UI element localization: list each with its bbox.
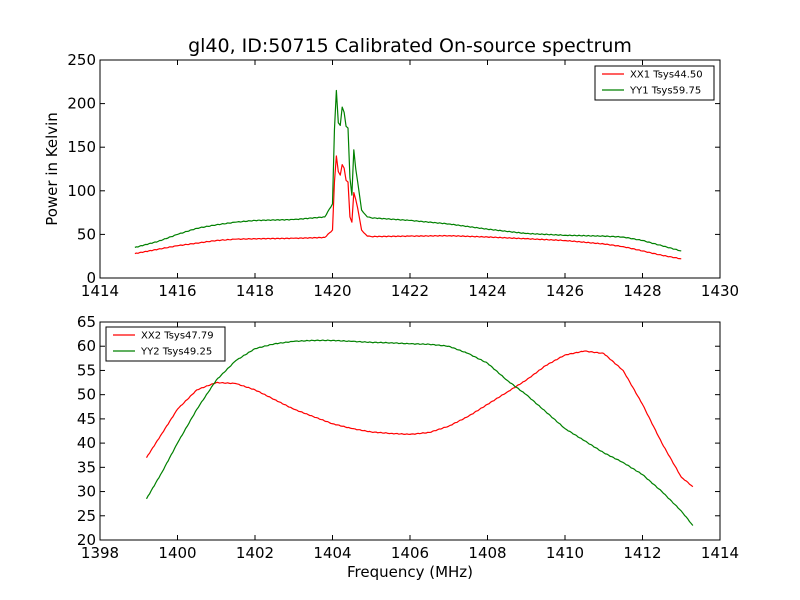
bottom-series-group bbox=[145, 339, 694, 526]
bottom-legend-label-1: YY2 Tsys49.25 bbox=[140, 347, 212, 358]
top-series-line-1 bbox=[134, 89, 682, 252]
top-x-tick-label: 1426 bbox=[546, 282, 584, 300]
top-y-tick-label: 250 bbox=[67, 51, 96, 69]
bottom-axis-ticks: 1398 1400 1402 1404 1406 1408 1410 1412 1414 20 25… bbox=[77, 313, 739, 562]
bottom-x-tick-label: 1400 bbox=[158, 544, 196, 562]
bottom-x-tick-label: 1412 bbox=[623, 544, 661, 562]
bottom-y-tick-label: 50 bbox=[77, 386, 96, 404]
top-x-tick-label: 1430 bbox=[701, 282, 739, 300]
bottom-y-tick-label: 55 bbox=[77, 361, 96, 379]
bottom-y-tick-label: 65 bbox=[77, 313, 96, 331]
bottom-legend: XX2 Tsys47.79 YY2 Tsys49.25 bbox=[105, 326, 226, 362]
top-legend-label-0: XX1 Tsys44.50 bbox=[630, 70, 703, 81]
bottom-x-tick-label: 1408 bbox=[468, 544, 506, 562]
bottom-x-tick-label: 1410 bbox=[546, 544, 584, 562]
top-axis-ticks: 1414 1416 1418 1420 1422 1424 1426 1428 1430 0 50 1… bbox=[67, 51, 739, 300]
top-x-tick-label: 1428 bbox=[623, 282, 661, 300]
bottom-y-tick-label: 30 bbox=[77, 483, 96, 501]
bottom-series-line-0 bbox=[145, 350, 694, 488]
top-x-tick-label: 1416 bbox=[158, 282, 196, 300]
bottom-x-tick-label: 1398 bbox=[81, 544, 119, 562]
top-x-tick-label: 1420 bbox=[313, 282, 351, 300]
top-legend-label-1: YY1 Tsys59.75 bbox=[629, 86, 701, 97]
bottom-y-tick-label: 20 bbox=[77, 531, 96, 549]
bottom-y-tick-label: 45 bbox=[77, 410, 96, 428]
bottom-legend-label-0: XX2 Tsys47.79 bbox=[141, 331, 214, 342]
bottom-plot: 1398 1400 1402 1404 1406 1408 1410 1412 1414 20 25… bbox=[77, 313, 739, 581]
bottom-x-tick-label: 1404 bbox=[313, 544, 351, 562]
bottom-x-tick-label: 1406 bbox=[391, 544, 429, 562]
top-y-tick-label: 100 bbox=[67, 182, 96, 200]
top-x-tick-label: 1418 bbox=[236, 282, 274, 300]
top-series-group bbox=[134, 89, 682, 260]
top-y-tick-label: 0 bbox=[86, 269, 96, 287]
bottom-y-tick-label: 40 bbox=[77, 434, 96, 452]
top-x-tick-label: 1422 bbox=[391, 282, 429, 300]
top-series-line-0 bbox=[134, 155, 682, 260]
top-y-tick-label: 200 bbox=[67, 95, 96, 113]
bottom-x-axis-label: Frequency (MHz) bbox=[347, 563, 473, 581]
bottom-y-tick-label: 25 bbox=[77, 507, 96, 525]
top-x-tick-label: 1414 bbox=[81, 282, 119, 300]
top-y-tick-label: 150 bbox=[67, 138, 96, 156]
bottom-y-tick-label: 60 bbox=[77, 337, 96, 355]
top-plot: gl40, ID:50715 Calibrated On-source spec… bbox=[43, 35, 739, 300]
top-legend: XX1 Tsys44.50 YY1 Tsys59.75 bbox=[594, 65, 715, 101]
top-x-tick-label: 1424 bbox=[468, 282, 506, 300]
bottom-y-tick-label: 35 bbox=[77, 458, 96, 476]
top-y-axis-label: Power in Kelvin bbox=[43, 112, 61, 226]
top-y-tick-label: 50 bbox=[77, 225, 96, 243]
top-legend-box bbox=[594, 65, 715, 101]
bottom-series-line-1 bbox=[145, 339, 694, 526]
bottom-legend-box bbox=[105, 326, 226, 362]
top-chart-title: gl40, ID:50715 Calibrated On-source spec… bbox=[188, 35, 632, 57]
bottom-x-tick-label: 1414 bbox=[701, 544, 739, 562]
bottom-x-tick-label: 1402 bbox=[236, 544, 274, 562]
